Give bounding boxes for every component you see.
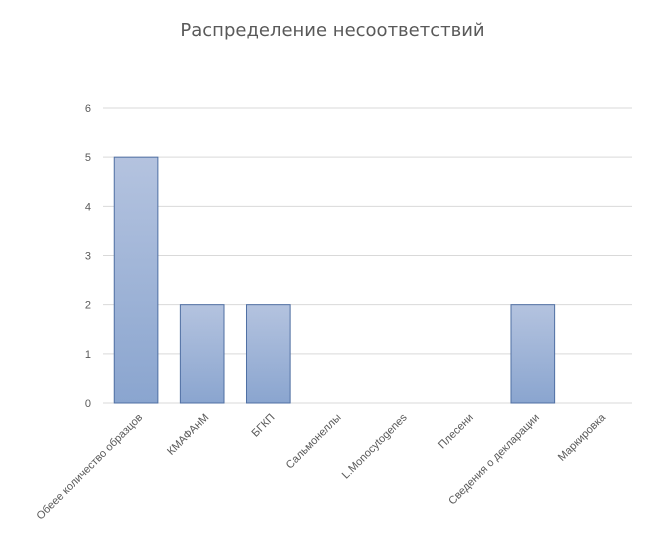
y-tick-label: 6 — [85, 103, 91, 115]
y-tick-label: 4 — [85, 201, 91, 213]
x-tick-label: БГКП — [250, 412, 278, 440]
bar — [510, 304, 556, 404]
bar — [179, 304, 225, 404]
x-tick-label: Плесени — [436, 412, 476, 452]
chart-title: Распределение несоответствий — [180, 20, 485, 41]
y-tick-label: 3 — [85, 251, 91, 263]
y-tick-label: 1 — [85, 349, 91, 361]
y-tick-label: 2 — [85, 300, 91, 312]
x-tick-label: Сальмонеллы — [284, 412, 344, 472]
x-tick-label: Обеее количество образцов — [35, 412, 146, 523]
x-tick-label: Маркировка — [556, 411, 609, 464]
x-tick-label: КМАФАнМ — [165, 412, 211, 458]
y-tick-label: 5 — [85, 152, 91, 164]
bar — [245, 304, 291, 404]
x-tick-label: L.Monocytogenes — [340, 411, 410, 481]
bar — [113, 156, 159, 404]
y-tick-label: 0 — [85, 398, 91, 410]
